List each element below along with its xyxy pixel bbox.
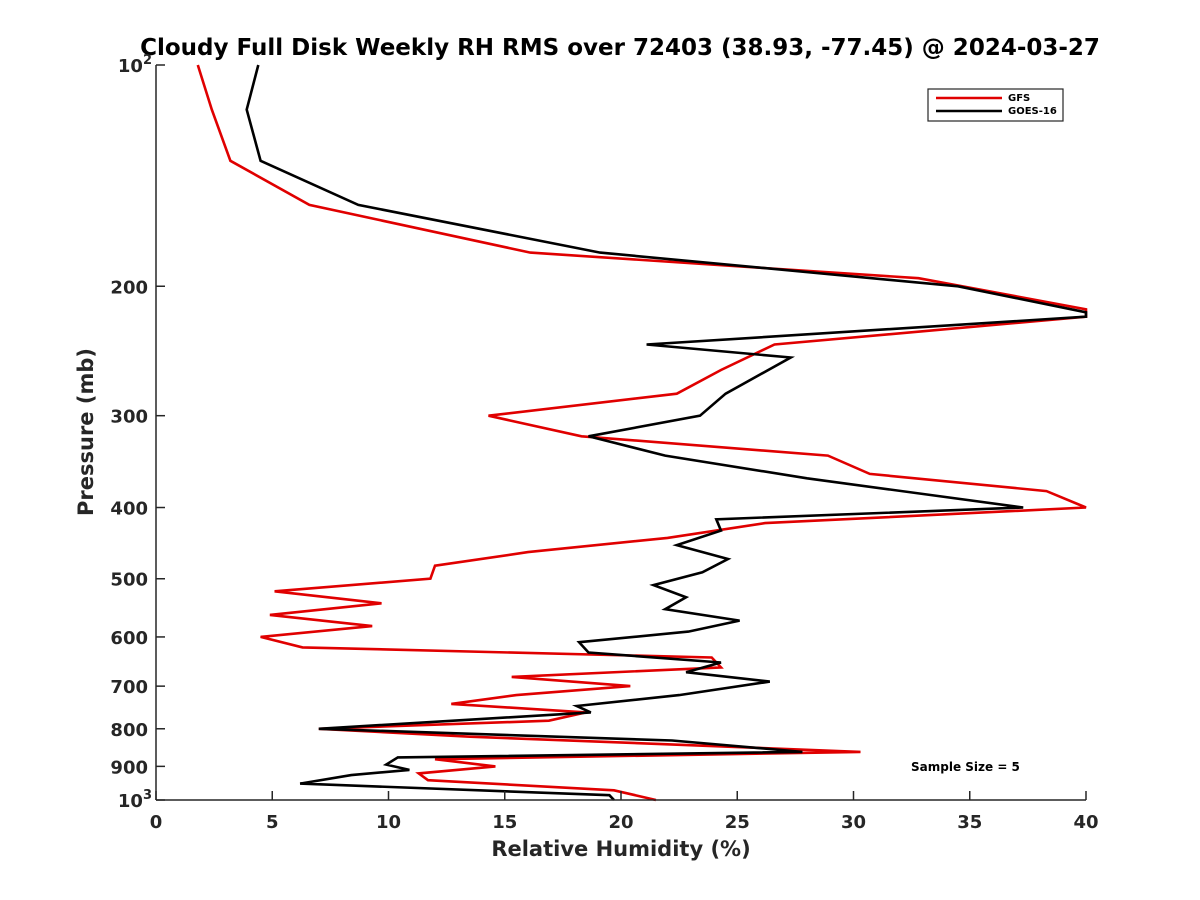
legend: GFS GOES-16 <box>927 88 1064 122</box>
x-tick-label: 30 <box>841 812 866 833</box>
sample-size-annotation: Sample Size = 5 <box>911 760 1020 774</box>
legend-label-gfs: GFS <box>1008 93 1030 104</box>
x-tick-label: 35 <box>957 812 982 833</box>
legend-label-goes16: GOES-16 <box>1008 106 1057 117</box>
series-line-goes16 <box>245 64 1088 801</box>
x-tick-label: 5 <box>266 812 279 833</box>
y-tick-label: 800 <box>110 720 148 741</box>
chart-title: Cloudy Full Disk Weekly RH RMS over 7240… <box>140 35 1100 61</box>
y-tick-label: 200 <box>110 277 148 298</box>
series-layer <box>196 64 1088 802</box>
y-ticks: 102 200 300 400 500 600 700 800 900 103 <box>110 53 165 812</box>
y-tick-label: 500 <box>110 570 148 591</box>
x-tick-label: 20 <box>608 812 633 833</box>
x-tick-label: 0 <box>150 812 163 833</box>
plot-area: 0 5 10 15 20 25 30 35 40 102 200 300 400 500 600 700 80… <box>110 53 1098 833</box>
y-tick-label: 300 <box>110 407 148 428</box>
x-ticks: 0 5 10 15 20 25 30 35 40 <box>150 791 1099 833</box>
x-tick-label: 10 <box>376 812 401 833</box>
x-tick-label: 25 <box>725 812 750 833</box>
y-tick-label: 103 <box>118 788 152 812</box>
x-tick-label: 15 <box>492 812 517 833</box>
y-tick-label: 900 <box>110 757 148 778</box>
y-tick-label: 102 <box>118 53 152 77</box>
legend-box <box>927 88 1064 122</box>
x-axis-label: Relative Humidity (%) <box>491 837 750 861</box>
y-axis-label: Pressure (mb) <box>74 348 98 516</box>
y-tick-label: 700 <box>110 677 148 698</box>
x-tick-label: 40 <box>1073 812 1098 833</box>
y-tick-label: 600 <box>110 628 148 649</box>
plot-background <box>156 65 1086 800</box>
series-line-gfs <box>196 64 1088 802</box>
y-tick-label: 400 <box>110 499 148 520</box>
